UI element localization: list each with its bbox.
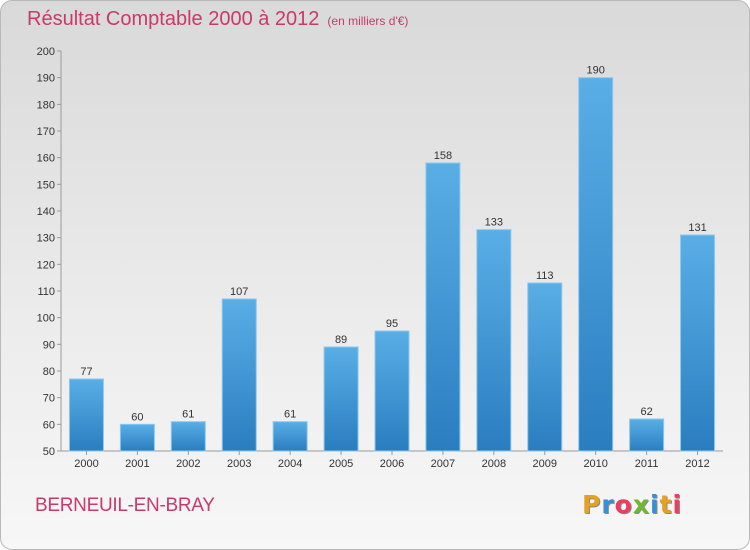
data-label-2010: 190 [587, 65, 605, 77]
y-tick-label: 110 [37, 286, 55, 298]
bars: 77 60 61 107 61 89 95 158 133 113 190 62 131 [68, 65, 716, 452]
y-tick-label: 100 [37, 313, 55, 325]
bar-2010 [578, 77, 614, 452]
x-tick-label-2008: 2008 [482, 458, 506, 470]
bar-2003 [221, 298, 257, 452]
bar-2006 [374, 330, 410, 452]
bar-2011 [629, 418, 665, 452]
x-tick-label-2006: 2006 [380, 458, 404, 470]
y-tick-label: 70 [43, 393, 55, 405]
logo-letter: i [650, 490, 660, 519]
bar-2004 [272, 421, 308, 452]
y-tick-label: 160 [37, 153, 55, 165]
x-tick-label-2011: 2011 [635, 458, 659, 470]
x-tick-label-2005: 2005 [329, 458, 353, 470]
data-label-2002: 61 [182, 409, 194, 421]
bar-2005 [323, 346, 359, 452]
y-tick-label: 50 [43, 446, 55, 458]
y-axis: 50 60 70 80 90 100 110 120 130 140 150 160 170 180 190… [37, 46, 61, 458]
data-label-2009: 113 [536, 270, 554, 282]
proxiti-logo: Proxiti [582, 490, 682, 519]
x-tick-label-2007: 2007 [431, 458, 455, 470]
x-tick-label-2012: 2012 [685, 458, 709, 470]
data-label-2008: 133 [485, 217, 503, 229]
chart-title: Résultat Comptable 2000 à 2012 (en millie… [27, 8, 408, 31]
logo-letter: o [614, 490, 633, 519]
commune-name: BERNEUIL-EN-BRAY [35, 495, 215, 516]
x-tick-label-2009: 2009 [533, 458, 557, 470]
y-tick-label: 90 [43, 339, 55, 351]
x-tick-label-2004: 2004 [278, 458, 302, 470]
logo-letter: r [601, 490, 615, 519]
y-tick-label: 120 [37, 259, 55, 271]
x-tick-label-2000: 2000 [74, 458, 98, 470]
y-tick-label: 150 [37, 179, 55, 191]
x-axis: 2000 2001 2002 2003 2004 2005 2006 2007 2008 2009… [74, 451, 710, 470]
logo-letter: t [659, 490, 673, 519]
logo-letter: i [672, 490, 683, 519]
y-tick-label: 80 [43, 366, 55, 378]
chart-title-text: Résultat Comptable 2000 à 2012 [27, 8, 320, 30]
bar-2008 [476, 229, 512, 452]
y-tick-label: 200 [37, 46, 55, 58]
bar-2009 [527, 282, 563, 452]
x-tick-label-2003: 2003 [227, 458, 251, 470]
x-tick-label-2001: 2001 [125, 458, 149, 470]
y-tick-label: 140 [37, 206, 55, 218]
data-label-2001: 60 [131, 411, 143, 423]
y-tick-label: 170 [37, 126, 55, 138]
y-tick-label: 60 [43, 419, 55, 431]
y-tick-label: 180 [37, 99, 55, 111]
data-label-2007: 158 [434, 150, 452, 162]
bar-2012 [680, 234, 716, 452]
logo-letter: x [632, 490, 650, 519]
bar-2002 [170, 421, 206, 452]
chart-subtitle: (en milliers d'€) [327, 14, 409, 28]
x-tick-label-2002: 2002 [176, 458, 200, 470]
data-label-2004: 61 [284, 409, 296, 421]
data-label-2006: 95 [386, 318, 398, 330]
data-label-2012: 131 [688, 222, 706, 234]
data-label-2005: 89 [335, 334, 347, 346]
data-label-2011: 62 [640, 406, 652, 418]
data-label-2003: 107 [230, 286, 248, 298]
y-tick-label: 130 [37, 233, 55, 245]
logo-letter: P [582, 490, 602, 519]
bar-2007 [425, 162, 461, 452]
data-label-2000: 77 [80, 366, 92, 378]
bar-2001 [119, 423, 155, 452]
y-tick-label: 190 [37, 73, 55, 85]
x-tick-label-2010: 2010 [583, 458, 607, 470]
bar-2000 [68, 378, 104, 452]
